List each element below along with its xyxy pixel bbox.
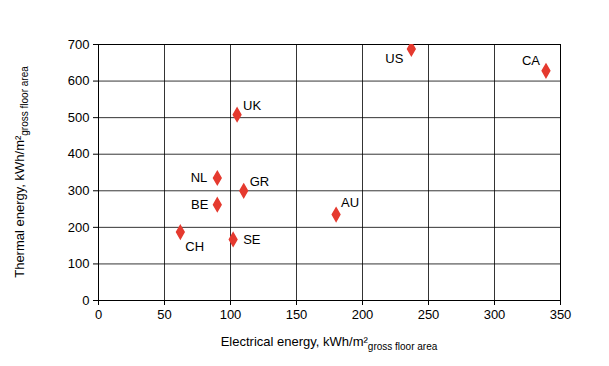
svg-text:300: 300 [484, 307, 506, 322]
svg-text:50: 50 [157, 307, 171, 322]
svg-text:100: 100 [220, 307, 242, 322]
svg-text:0: 0 [82, 293, 89, 308]
svg-text:400: 400 [68, 146, 90, 161]
svg-text:150: 150 [286, 307, 308, 322]
svg-text:500: 500 [68, 110, 90, 125]
svg-text:250: 250 [418, 307, 440, 322]
svg-text:200: 200 [68, 220, 90, 235]
svg-text:300: 300 [68, 183, 90, 198]
svg-text:BE: BE [191, 197, 209, 212]
svg-text:CA: CA [522, 53, 540, 68]
svg-text:100: 100 [68, 256, 90, 271]
svg-text:350: 350 [550, 307, 572, 322]
svg-text:AU: AU [341, 195, 359, 210]
svg-text:700: 700 [68, 37, 90, 52]
svg-text:SE: SE [243, 232, 261, 247]
svg-text:600: 600 [68, 73, 90, 88]
svg-text:UK: UK [243, 98, 261, 113]
svg-text:NL: NL [191, 170, 208, 185]
svg-text:Thermal energy, kWh/m²gross fl: Thermal energy, kWh/m²gross floor area [12, 66, 30, 278]
svg-text:200: 200 [352, 307, 374, 322]
svg-text:GR: GR [250, 174, 270, 189]
svg-text:0: 0 [95, 307, 102, 322]
svg-text:CH: CH [185, 239, 204, 254]
svg-text:Electrical energy, kWh/m²gross: Electrical energy, kWh/m²gross floor are… [221, 334, 438, 352]
svg-text:US: US [385, 51, 403, 66]
